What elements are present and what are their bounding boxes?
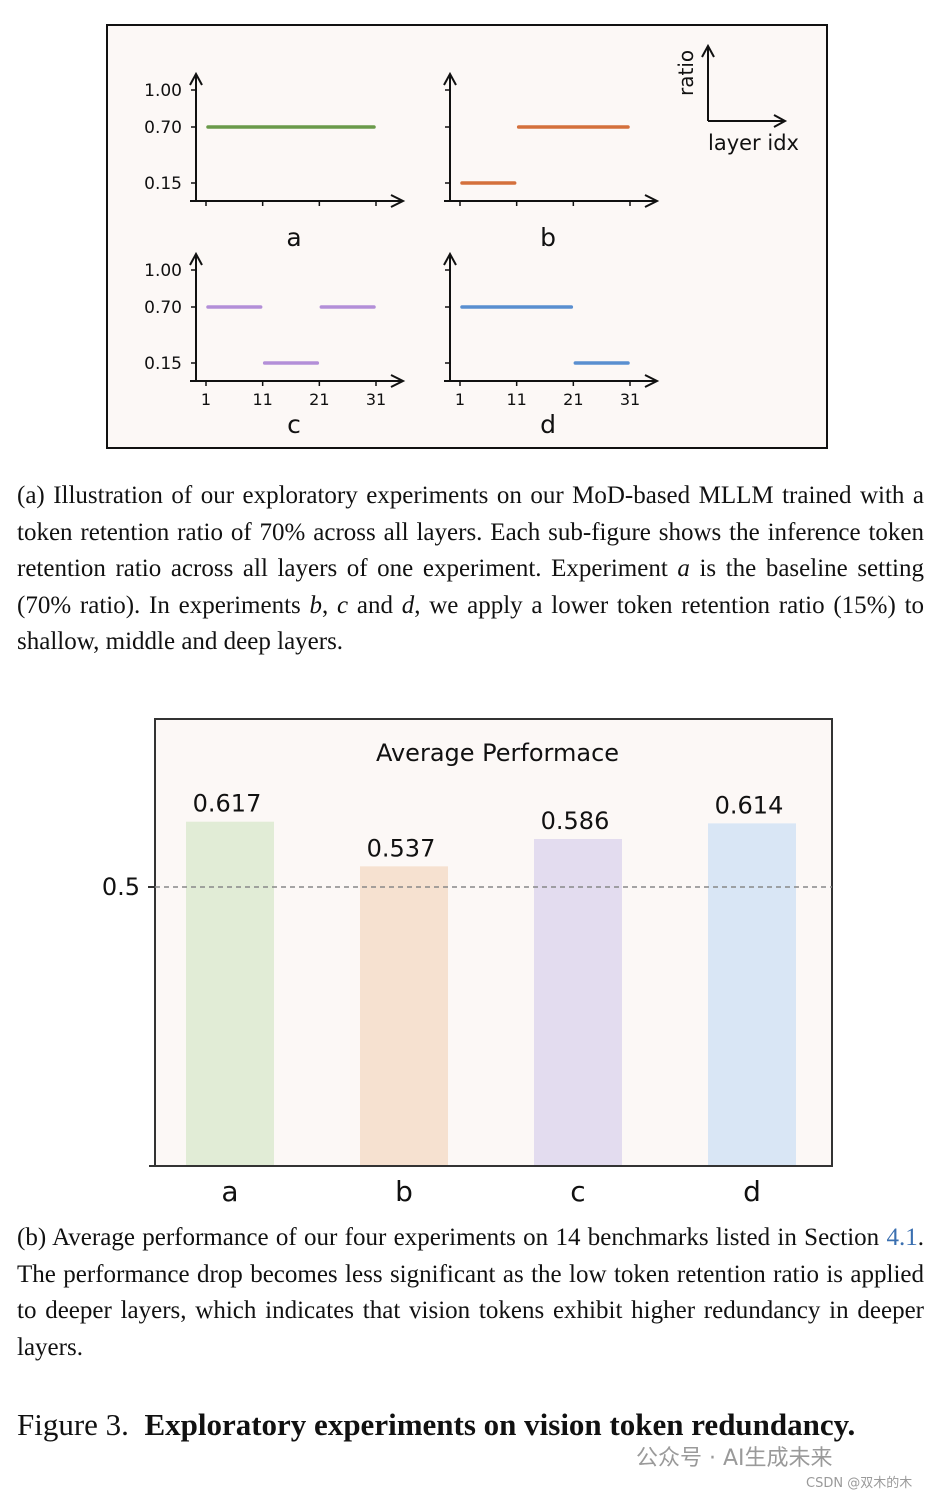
x-category-label-d: d xyxy=(743,1175,761,1208)
x-tick-label: 31 xyxy=(366,390,386,409)
caption-a-text-2: is the baseline setting (70% ratio). In … xyxy=(17,555,924,619)
legend-y-arrow xyxy=(701,43,715,58)
watermark: 公众号 · AI生成未来 xyxy=(636,1446,833,1471)
subplot-letter-a: a xyxy=(286,223,301,252)
bar-value-label-b: 0.537 xyxy=(367,834,436,862)
y-tick-label: 1.00 xyxy=(144,261,182,281)
caption-b-text-2: . The performance drop becomes less sign… xyxy=(17,1224,924,1361)
subplot-b: b xyxy=(443,71,660,252)
y-axis-arrow xyxy=(443,71,457,86)
caption-a-text-5: , we apply a lower token retention ratio… xyxy=(17,591,925,656)
y-axis-arrow xyxy=(443,251,457,266)
bar-c xyxy=(534,839,622,1166)
caption-a-text-4: and xyxy=(348,591,402,619)
watermark-csdn: CSDN @双木的木 xyxy=(806,1476,913,1491)
x-axis-arrow xyxy=(644,194,660,208)
bar-d xyxy=(708,823,796,1166)
reference-label: 0.5 xyxy=(102,873,140,901)
x-category-label-a: a xyxy=(221,1175,238,1208)
bar-value-label-a: 0.617 xyxy=(193,790,262,818)
section-link[interactable]: 4.1 xyxy=(886,1224,918,1251)
average-performance-bar-chart: Average Performace 0.617 a 0.537 b 0.586 c 0.61… xyxy=(102,718,833,1208)
x-tick-label: 31 xyxy=(620,390,640,409)
x-axis-arrow xyxy=(390,374,406,388)
bar-chart-title: Average Performace xyxy=(376,739,619,767)
bar-value-label-c: 0.586 xyxy=(541,807,610,835)
subplot-letter-d: d xyxy=(540,410,556,439)
legend-y-label: ratio xyxy=(674,50,698,96)
figure-title: Figure 3. Exploratory experiments on vis… xyxy=(17,1405,924,1445)
bar-value-label-d: 0.614 xyxy=(715,791,784,819)
x-tick-label: 21 xyxy=(309,390,329,409)
caption-b-text-1: (b) Average performance of our four expe… xyxy=(17,1224,887,1251)
subplot-letter-c: c xyxy=(287,410,301,439)
x-axis-arrow xyxy=(644,374,660,388)
subplot-d: 1 11 21 31d xyxy=(443,251,660,439)
y-tick-label: 1.00 xyxy=(144,81,182,101)
legend-x-arrow xyxy=(773,114,788,128)
subplot-a: 1.00 0.70 0.15 a xyxy=(144,71,406,252)
x-tick-label: 21 xyxy=(563,390,583,409)
caption-a-text-1: (a) Illustration of our exploratory expe… xyxy=(17,482,924,582)
y-tick-label: 0.15 xyxy=(144,174,182,194)
x-tick-label: 11 xyxy=(252,390,272,409)
caption-a-text-3: , xyxy=(322,591,338,619)
y-axis-arrow xyxy=(189,71,203,86)
x-tick-label: 1 xyxy=(201,390,211,409)
y-tick-label: 0.15 xyxy=(144,354,182,374)
subfigure-a-panel: 1.00 0.70 0.15 a b 1.00 0.70 0.15 1 11 21 31 c 1 11 21 3… xyxy=(106,24,828,449)
bar-b xyxy=(360,866,448,1166)
caption-b: (b) Average performance of our four expe… xyxy=(17,1220,924,1366)
x-tick-label: 1 xyxy=(455,390,465,409)
subplot-letter-b: b xyxy=(540,223,556,252)
x-category-label-b: b xyxy=(395,1175,413,1208)
caption-a: (a) Illustration of our exploratory expe… xyxy=(17,478,924,661)
caption-a-em-c: c xyxy=(337,591,349,619)
subplot-c: 1.000.700.151 11 21 31c xyxy=(144,251,406,439)
figure-title-text: Exploratory experiments on vision token … xyxy=(144,1407,856,1442)
axes-legend: ratio layer idx xyxy=(674,43,799,155)
y-axis-arrow xyxy=(189,251,203,266)
bar-a xyxy=(186,821,274,1166)
legend-x-label: layer idx xyxy=(708,131,799,155)
x-category-label-c: c xyxy=(570,1175,585,1208)
figure-number: Figure 3. xyxy=(17,1407,129,1442)
y-tick-label: 0.70 xyxy=(144,118,182,138)
x-axis-arrow xyxy=(390,194,406,208)
x-tick-label: 11 xyxy=(506,390,526,409)
caption-a-em-b: b xyxy=(309,591,323,619)
y-tick-label: 0.70 xyxy=(144,298,182,318)
caption-a-em-a: a xyxy=(677,555,690,582)
caption-a-em-d: d xyxy=(401,591,415,619)
